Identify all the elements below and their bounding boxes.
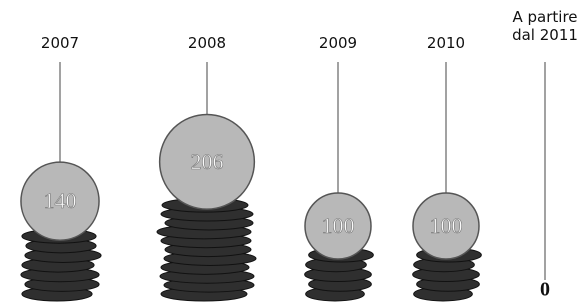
category-label: 2007 <box>20 34 100 52</box>
value-label: 206 <box>191 149 224 174</box>
value-label: 100 <box>430 213 463 238</box>
value-label: 0 <box>540 279 550 301</box>
category-label: 2009 <box>298 34 378 52</box>
value-label: 100 <box>322 213 355 238</box>
category-label: 2008 <box>167 34 247 52</box>
category-label: 2010 <box>406 34 486 52</box>
value-label: 140 <box>44 188 77 213</box>
coin-pile <box>157 198 256 301</box>
infographic: 140 206 100 100 0 2007 2008 2009 2010 A partire … <box>0 0 587 302</box>
category-label: A partire dal 2011 <box>505 8 585 44</box>
